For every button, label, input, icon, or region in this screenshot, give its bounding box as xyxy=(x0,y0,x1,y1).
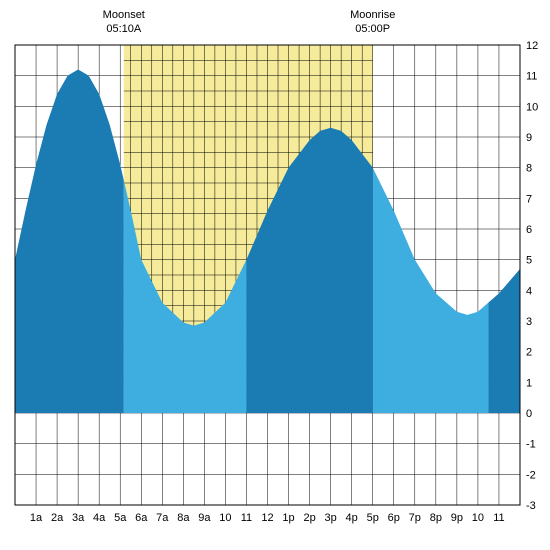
svg-text:5a: 5a xyxy=(114,512,127,524)
svg-text:05:00P: 05:00P xyxy=(355,23,390,35)
svg-text:11: 11 xyxy=(526,71,537,83)
svg-text:3a: 3a xyxy=(72,512,85,524)
svg-text:2: 2 xyxy=(526,347,532,359)
svg-text:9p: 9p xyxy=(451,512,463,524)
svg-text:10: 10 xyxy=(219,512,231,524)
svg-text:1a: 1a xyxy=(30,512,43,524)
svg-text:Moonset: Moonset xyxy=(103,9,145,21)
svg-text:6p: 6p xyxy=(388,512,400,524)
svg-text:6: 6 xyxy=(526,224,532,236)
svg-text:Moonrise: Moonrise xyxy=(350,9,395,21)
svg-text:7a: 7a xyxy=(156,512,169,524)
svg-text:-3: -3 xyxy=(526,500,536,512)
svg-text:9a: 9a xyxy=(198,512,211,524)
svg-text:-2: -2 xyxy=(526,469,536,481)
svg-text:7: 7 xyxy=(526,193,532,205)
svg-text:11: 11 xyxy=(241,512,252,524)
svg-text:2a: 2a xyxy=(51,512,64,524)
svg-text:5p: 5p xyxy=(367,512,379,524)
svg-text:3: 3 xyxy=(526,316,532,328)
svg-text:8p: 8p xyxy=(430,512,442,524)
svg-text:8: 8 xyxy=(526,163,532,175)
svg-text:4a: 4a xyxy=(93,512,106,524)
svg-text:0: 0 xyxy=(526,408,532,420)
svg-text:11: 11 xyxy=(493,512,504,524)
svg-text:9: 9 xyxy=(526,132,532,144)
svg-text:4: 4 xyxy=(526,285,532,297)
svg-text:-1: -1 xyxy=(526,439,536,451)
svg-text:5: 5 xyxy=(526,255,532,267)
chart-svg: -3-2-101234567891011121a2a3a4a5a6a7a8a9a… xyxy=(0,0,550,550)
svg-text:8a: 8a xyxy=(177,512,190,524)
svg-text:3p: 3p xyxy=(325,512,337,524)
svg-text:10: 10 xyxy=(526,101,538,113)
svg-text:1p: 1p xyxy=(282,512,294,524)
svg-text:2p: 2p xyxy=(303,512,315,524)
svg-text:7p: 7p xyxy=(409,512,421,524)
svg-text:05:10A: 05:10A xyxy=(106,23,142,35)
svg-text:6a: 6a xyxy=(135,512,148,524)
tide-chart: -3-2-101234567891011121a2a3a4a5a6a7a8a9a… xyxy=(0,0,550,550)
svg-text:10: 10 xyxy=(472,512,484,524)
svg-text:12: 12 xyxy=(261,512,273,524)
svg-text:1: 1 xyxy=(526,377,532,389)
svg-text:12: 12 xyxy=(526,40,538,52)
svg-text:4p: 4p xyxy=(346,512,358,524)
